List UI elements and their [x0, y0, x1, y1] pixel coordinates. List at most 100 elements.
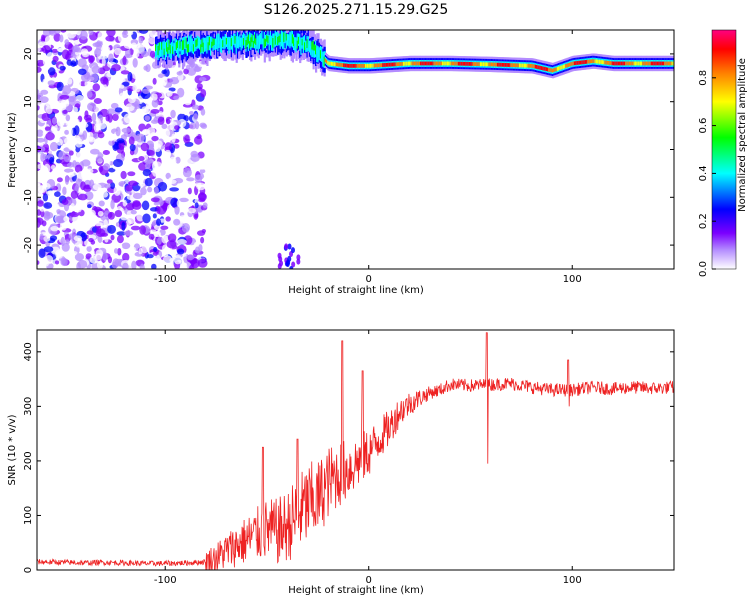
signal-cell [520, 63, 523, 68]
noise-blob [45, 171, 52, 179]
signal-cell [465, 61, 468, 66]
noise-blob [114, 47, 122, 56]
signal-cell [172, 39, 175, 53]
noise-blob [149, 229, 157, 234]
noise-blob [130, 246, 136, 252]
signal-cell [559, 66, 562, 70]
signal-cell [346, 63, 349, 68]
signal-cell [385, 62, 389, 67]
noise-blob [139, 263, 145, 269]
noise-blob [100, 140, 106, 148]
noise-blob [169, 76, 180, 85]
signal-cell [389, 62, 392, 67]
noise-blob [64, 129, 70, 135]
noise-blob [85, 211, 96, 222]
signal-cell [528, 63, 531, 68]
signal-cell [489, 62, 492, 67]
noise-blob [141, 200, 150, 211]
signal-cell [422, 61, 425, 66]
noise-blob [63, 156, 71, 163]
signal-cell [318, 50, 321, 58]
signal-cell [285, 33, 288, 41]
noise-blob [125, 184, 133, 192]
noise-blob [76, 202, 83, 213]
noise-blob [121, 221, 126, 231]
signal-cell [357, 63, 360, 68]
noise-blob [70, 203, 75, 210]
signal-cell [434, 61, 437, 66]
signal-cell [549, 68, 552, 72]
noise-blob [37, 177, 41, 187]
signal-cell [582, 60, 585, 65]
signal-cell [562, 64, 566, 69]
noise-blob [98, 165, 103, 173]
signal-cell [349, 63, 352, 68]
signal-cell [258, 35, 262, 49]
noise-blob [65, 121, 71, 126]
noise-blob [149, 50, 156, 58]
noise-blob [190, 153, 200, 162]
signal-cell [645, 61, 649, 66]
noise-blob [73, 125, 80, 136]
noise-blob [108, 53, 114, 63]
noise-blob [173, 99, 184, 105]
snr-frame [36, 329, 675, 571]
noise-blob [107, 108, 116, 115]
signal-cell [435, 61, 439, 66]
noise-blob [43, 246, 54, 253]
noise-blob [173, 218, 181, 226]
noise-blob [153, 224, 161, 230]
x-tick-label: 100 [563, 575, 582, 586]
noise-blob [116, 231, 127, 236]
signal-cell [423, 61, 426, 66]
noise-blob [142, 79, 149, 85]
signal-cell [625, 61, 628, 66]
x-tick-label: 0 [366, 575, 372, 586]
signal-cell [272, 38, 275, 48]
noise-blob [161, 235, 169, 244]
signal-cell [188, 35, 191, 50]
signal-cell [445, 61, 448, 66]
signal-cell [181, 40, 185, 51]
signal-cell [307, 36, 310, 51]
signal-cell [550, 68, 553, 73]
signal-cell [220, 38, 224, 46]
signal-cell [263, 38, 266, 48]
signal-cell [354, 63, 357, 68]
signal-cell [383, 63, 386, 67]
noise-blob [61, 199, 69, 205]
noise-blob [176, 248, 185, 255]
snr-panel: -100 0 100 0 100 200 300 400 Height of straight… [7, 329, 675, 596]
noise-blob [121, 81, 130, 87]
noise-blob [142, 213, 151, 224]
noise-blob [198, 192, 207, 202]
signal-cell [288, 34, 291, 41]
signal-cell [189, 43, 192, 53]
noise-blob [122, 262, 129, 269]
noise-blob [173, 254, 182, 265]
noise-blob [37, 104, 40, 111]
signal-cell [633, 61, 636, 66]
noise-blob [84, 110, 89, 118]
noise-blob [68, 96, 77, 103]
noise-blob [278, 256, 283, 263]
signal-cell [656, 61, 660, 66]
signal-cell [186, 44, 189, 53]
noise-blob [71, 260, 77, 269]
signal-cell [185, 38, 188, 48]
noise-blob [60, 257, 68, 267]
signal-cell [431, 61, 434, 66]
signal-cell [409, 61, 412, 66]
noise-blob [166, 90, 173, 97]
signal-cell [521, 63, 524, 68]
signal-cell [536, 64, 539, 69]
noise-blob [132, 83, 142, 93]
signal-cell [329, 61, 332, 66]
noise-blob [151, 263, 157, 269]
noise-blob [284, 243, 289, 250]
signal-cell [504, 62, 507, 67]
noise-blob [39, 206, 45, 212]
noise-blob [161, 123, 168, 129]
noise-blob [75, 140, 83, 148]
signal-cell [555, 67, 558, 72]
